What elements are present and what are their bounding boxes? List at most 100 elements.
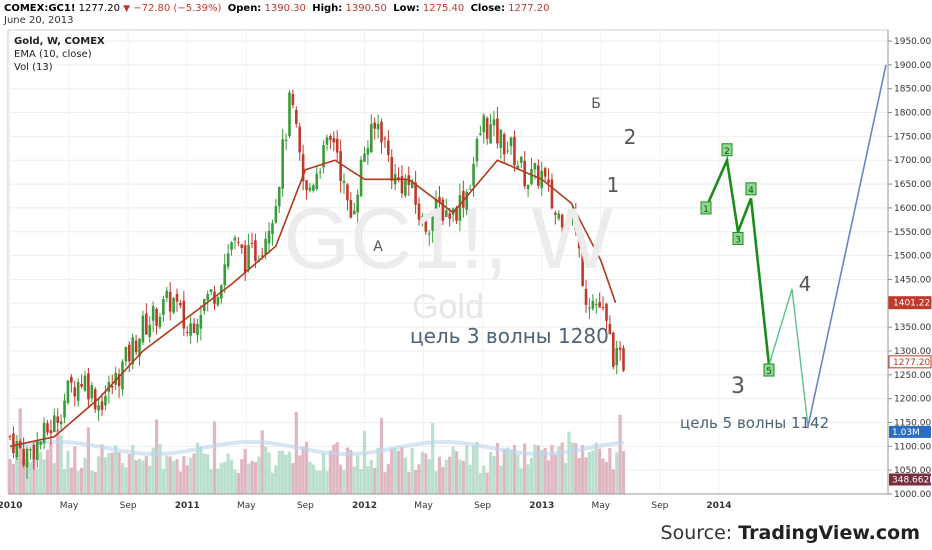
volume-bar: [570, 442, 574, 494]
volume-bar: [420, 451, 425, 494]
high-value: 1390.50: [345, 3, 387, 14]
candle-body: [247, 244, 250, 270]
volume-bar: [553, 454, 557, 494]
candle-body: [216, 297, 220, 306]
x-tick-label: May: [60, 501, 79, 511]
volume-bar: [298, 455, 302, 494]
candle-body: [424, 218, 428, 232]
volume-bar: [178, 471, 183, 494]
x-tick-label: May: [591, 501, 610, 511]
volume-bar: [475, 441, 479, 494]
candle-body: [444, 210, 448, 217]
volume-bar: [42, 459, 46, 494]
candle-body: [404, 179, 407, 196]
volume-bar: [557, 446, 561, 494]
volume-bar: [321, 453, 326, 494]
volume-bar: [488, 451, 493, 494]
candle-body: [12, 433, 15, 454]
candle-body: [584, 288, 588, 305]
candle-body: [537, 165, 540, 186]
candle-body: [237, 241, 240, 243]
candle-body: [267, 230, 271, 244]
volume-bar: [349, 449, 353, 494]
y-tick-label: 1300.00: [894, 347, 931, 357]
volume-bar: [410, 448, 414, 494]
candle-body: [421, 216, 424, 220]
candle-body: [342, 181, 346, 184]
candle-body: [46, 423, 49, 433]
candle-body: [223, 264, 227, 286]
price-tag: [888, 355, 932, 369]
candle-body: [233, 237, 237, 241]
candle-body: [608, 323, 612, 335]
volume-bar: [124, 467, 128, 494]
volume-bar: [482, 465, 486, 494]
target-5-label: цель 5 волны 1142: [680, 414, 829, 432]
volume-bar: [281, 450, 285, 494]
candle-body: [254, 240, 257, 262]
volume-bar: [134, 460, 138, 494]
volume-bar: [328, 450, 332, 494]
y-tick-label: 1500.00: [894, 252, 931, 262]
volume-bar: [291, 463, 295, 494]
wave-box: [721, 143, 733, 157]
x-tick-label: Sep: [297, 501, 314, 511]
volume-bar: [598, 448, 602, 494]
candle-body: [489, 124, 492, 144]
candle-body: [611, 332, 615, 367]
volume-bar: [352, 466, 356, 494]
volume-bar: [76, 470, 80, 494]
volume-bar: [15, 451, 19, 494]
candle-body: [380, 121, 383, 143]
volume-bar: [332, 444, 336, 494]
volume-bar: [458, 459, 462, 494]
candle-body: [567, 218, 571, 220]
volume-bar: [49, 443, 53, 494]
volume-bar: [318, 470, 322, 494]
candle-body: [332, 138, 336, 143]
candle-body: [175, 293, 179, 302]
volume-bar: [359, 469, 363, 494]
candle-body: [162, 299, 165, 316]
candle-body: [199, 315, 203, 329]
candle-body: [465, 191, 469, 211]
candle-body: [601, 307, 605, 309]
volume-bar: [97, 456, 101, 494]
volume-bar: [502, 449, 506, 494]
candle-body: [373, 122, 377, 129]
volume-bar: [250, 460, 254, 494]
candle-body: [390, 156, 394, 181]
wave-box: [700, 201, 712, 215]
candle-body: [288, 92, 291, 136]
volume-bar: [240, 459, 244, 494]
volume-bar: [107, 452, 111, 494]
volume-bar: [581, 445, 585, 494]
y-tick-label: 1650.00: [894, 180, 931, 190]
candle-body: [376, 124, 380, 130]
candle-body: [291, 94, 295, 106]
volume-bar: [287, 451, 292, 494]
watermark-symbol: GC1!, W: [283, 191, 613, 287]
volume-bar: [366, 466, 370, 494]
candle-body: [523, 160, 526, 187]
candle-body: [618, 347, 622, 350]
volume-bar: [308, 461, 312, 494]
candle-body: [70, 376, 73, 383]
candle-body: [63, 400, 66, 418]
y-tick-label: 1350.00: [894, 323, 931, 333]
volume-bar: [400, 447, 404, 494]
low-value: 1275.40: [422, 3, 465, 14]
candle-body: [56, 416, 60, 423]
candle-body: [533, 162, 537, 170]
volume-bar: [512, 444, 517, 494]
volume-bar: [62, 469, 67, 494]
volume-bar: [8, 459, 12, 494]
candle-body: [260, 255, 264, 257]
chart-grid: [7, 29, 889, 495]
ema-line: [9, 159, 617, 448]
wave-label: 4: [799, 272, 812, 296]
wave-projection-correction: [768, 288, 809, 427]
volume-bar: [100, 444, 104, 494]
candlesticks: [8, 89, 625, 480]
candle-body: [530, 168, 533, 185]
